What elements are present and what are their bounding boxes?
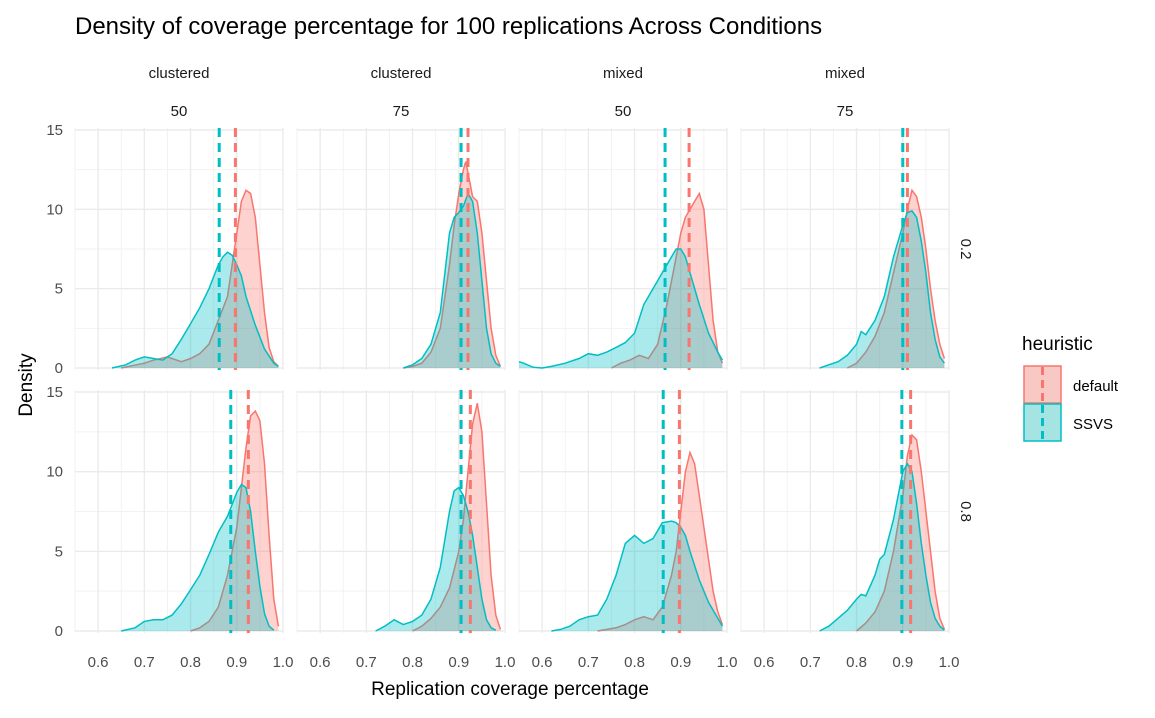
density-area-default [611,193,723,368]
density-line-ssvs [111,251,279,369]
chart-title: Density of coverage percentage for 100 r… [75,13,822,40]
strip-bottom-label: 75 [837,103,854,120]
density-area-ssvs [819,463,945,631]
density-line-ssvs [121,483,275,632]
strip-top-label: mixed [603,65,643,82]
y-tick-label: 10 [46,201,63,218]
x-tick-label: 0.8 [180,654,201,671]
strip-bottom-label: 50 [615,103,632,120]
legend-label: SSVS [1073,416,1113,433]
axis-ticks: 0 5 10 15 0 5 10 15 0.6 0.7 0.8 0.9 1.0 0.6 0.7 0.8 0.9 1… [46,122,959,671]
facet-strips: clustered 50 clustered 75 mixed 50 mixed 75 0.2 0… [149,65,974,522]
strip-bottom-label: 75 [393,103,410,120]
density-area-default [403,161,501,368]
legend-title: heuristic [1022,334,1093,355]
x-tick-label: 0.9 [892,654,913,671]
y-tick-label: 5 [55,543,63,560]
density-line-default [190,409,280,632]
legend-key-default: default [1023,365,1119,404]
row-strip-label: 0.8 [957,501,974,522]
density-area-default [190,411,279,631]
panels-layer [74,128,950,633]
x-tick-label: 0.7 [800,654,821,671]
density-line-default [403,161,502,369]
x-tick-label: 0.7 [578,654,599,671]
density-line-ssvs [375,486,497,632]
y-tick-label: 15 [46,384,63,401]
panel-r2-c4 [740,390,950,633]
row-strip-label: 0.2 [957,239,974,260]
strip-top-label: clustered [149,65,210,82]
strip-top-label: mixed [825,65,865,82]
density-area-ssvs [121,484,274,631]
x-tick-label: 0.8 [402,654,423,671]
x-tick-label: 0.6 [310,654,331,671]
density-area-default [121,190,279,368]
y-tick-label: 0 [55,623,63,640]
panel-r2-c1 [74,390,284,633]
panel-r1-c2 [296,128,506,370]
panel-r1-c3 [518,128,728,370]
density-area-ssvs [375,487,496,631]
strip-bottom-label: 50 [171,103,188,120]
y-tick-label: 15 [46,122,63,139]
density-line-default [412,403,502,632]
x-tick-label: 0.9 [226,654,247,671]
x-tick-label: 1.0 [717,654,738,671]
panel-r1-c4 [740,128,950,370]
x-tick-label: 0.6 [88,654,109,671]
y-tick-label: 0 [55,360,63,377]
legend-label: default [1073,378,1119,395]
panel-r2-c2 [296,390,506,633]
x-tick-label: 1.0 [273,654,294,671]
y-tick-label: 10 [46,464,63,481]
density-line-ssvs [819,462,945,632]
density-area-default [597,452,723,631]
x-tick-label: 0.6 [754,654,775,671]
y-tick-label: 5 [55,281,63,298]
density-area-ssvs [403,193,501,368]
x-tick-label: 0.7 [134,654,155,671]
x-tick-label: 0.9 [448,654,469,671]
density-line-ssvs [518,248,724,369]
density-line-ssvs [819,210,946,369]
density-line-default [121,189,279,369]
x-axis-title: Replication coverage percentage [371,679,649,700]
x-tick-label: 1.0 [939,654,960,671]
panel-r2-c3 [518,390,728,633]
density-area-ssvs [519,249,723,368]
legend-keys: default SSVS [1023,365,1119,442]
density-line-default [611,191,724,369]
x-tick-label: 0.9 [670,654,691,671]
x-tick-label: 0.8 [624,654,645,671]
legend: heuristic default SSVS [1022,334,1119,442]
strip-top-label: clustered [371,65,432,82]
density-area-ssvs [819,210,945,368]
y-axis-title: Density [16,353,37,417]
density-line-ssvs [551,520,724,632]
density-line-default [846,188,946,369]
x-tick-label: 0.6 [532,654,553,671]
x-tick-label: 1.0 [495,654,516,671]
panel-r1-c1 [74,128,284,370]
legend-key-ssvs: SSVS [1023,403,1113,442]
x-tick-label: 0.7 [356,654,377,671]
x-tick-label: 0.8 [846,654,867,671]
